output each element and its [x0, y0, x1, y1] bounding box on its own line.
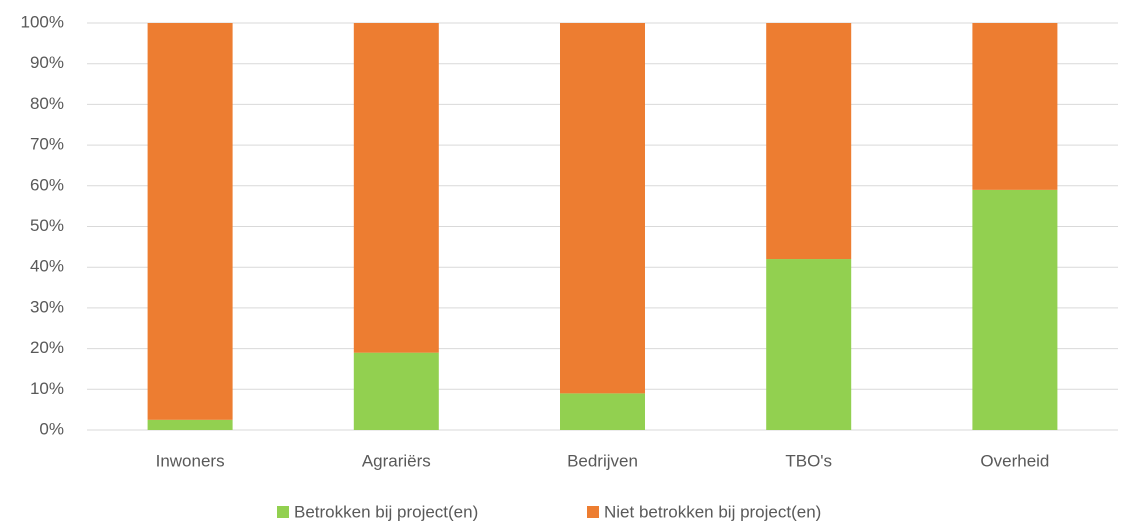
y-tick-label: 10%: [30, 379, 64, 398]
bar-segment: [972, 23, 1058, 190]
y-tick-label: 60%: [30, 175, 64, 194]
legend-label: Betrokken bij project(en): [294, 502, 478, 521]
bar-segment: [147, 23, 233, 420]
bar-segment: [353, 23, 439, 353]
bar-segment: [560, 23, 645, 394]
y-tick-label: 70%: [30, 135, 64, 154]
y-tick-label: 20%: [30, 338, 64, 357]
y-tick-label: 80%: [30, 94, 64, 113]
legend-label: Niet betrokken bij project(en): [604, 502, 821, 521]
legend-swatch: [277, 506, 289, 518]
bar-segment: [972, 189, 1058, 430]
bar-segment: [560, 393, 645, 430]
bar-segment: [353, 352, 439, 430]
y-tick-label: 40%: [30, 257, 64, 276]
bar-segment: [766, 259, 852, 430]
y-tick-label: 50%: [30, 216, 64, 235]
x-tick-label: Inwoners: [156, 451, 225, 470]
x-tick-label: Overheid: [980, 451, 1049, 470]
legend-swatch: [587, 506, 599, 518]
x-tick-label: Bedrijven: [567, 451, 638, 470]
x-tick-label: TBO's: [785, 451, 832, 470]
bar-segment: [766, 23, 852, 260]
y-tick-label: 100%: [21, 12, 64, 31]
y-tick-label: 30%: [30, 297, 64, 316]
y-tick-label: 90%: [30, 53, 64, 72]
y-tick-label: 0%: [39, 419, 64, 438]
x-tick-label: Agrariërs: [362, 451, 431, 470]
bar-segment: [147, 419, 233, 430]
